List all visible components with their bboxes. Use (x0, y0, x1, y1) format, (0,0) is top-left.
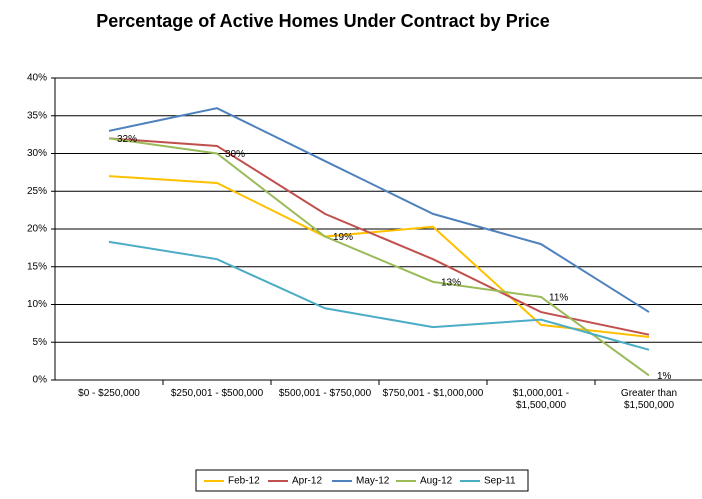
legend-box (195, 469, 529, 492)
y-tick-label: 40% (27, 73, 47, 84)
legend-label: Feb-12 (228, 476, 260, 487)
data-label: 32% (117, 134, 137, 145)
series-line (108, 137, 650, 377)
legend-label: Sep-11 (484, 476, 516, 487)
series-line (108, 107, 650, 313)
data-label: 30% (225, 149, 245, 160)
y-tick-label: 35% (27, 110, 47, 121)
data-label: 19% (333, 232, 353, 243)
legend-label: May-12 (356, 476, 390, 487)
y-tick-label: 25% (27, 186, 47, 197)
x-tick-label: $500,001 - $750,000 (278, 388, 372, 399)
y-tick-label: 5% (33, 337, 48, 348)
y-tick-label: 15% (27, 261, 47, 272)
x-tick-label: $1,000,001 - $1,500,000 (512, 388, 570, 411)
y-tick-label: 10% (27, 299, 47, 310)
data-label: 11% (549, 293, 568, 304)
y-tick-label: 30% (27, 148, 47, 159)
y-tick-label: 20% (27, 224, 47, 235)
series-line (108, 175, 650, 338)
series-line (108, 240, 650, 351)
data-label: 13% (441, 277, 461, 288)
legend-label: Aug-12 (420, 476, 453, 487)
y-tick-label: 0% (33, 375, 48, 386)
data-label: 1% (657, 371, 672, 382)
series-line (108, 137, 650, 336)
x-tick-label: $250,001 - $500,000 (170, 388, 264, 399)
x-tick-label: Greater than $1,500,000 (620, 388, 678, 411)
x-tick-label: $750,001 - $1,000,000 (382, 388, 484, 399)
legend-label: Apr-12 (292, 476, 322, 487)
chart-title: Percentage of Active Homes Under Contrac… (96, 11, 549, 31)
x-tick-label: $0 - $250,000 (78, 388, 140, 399)
